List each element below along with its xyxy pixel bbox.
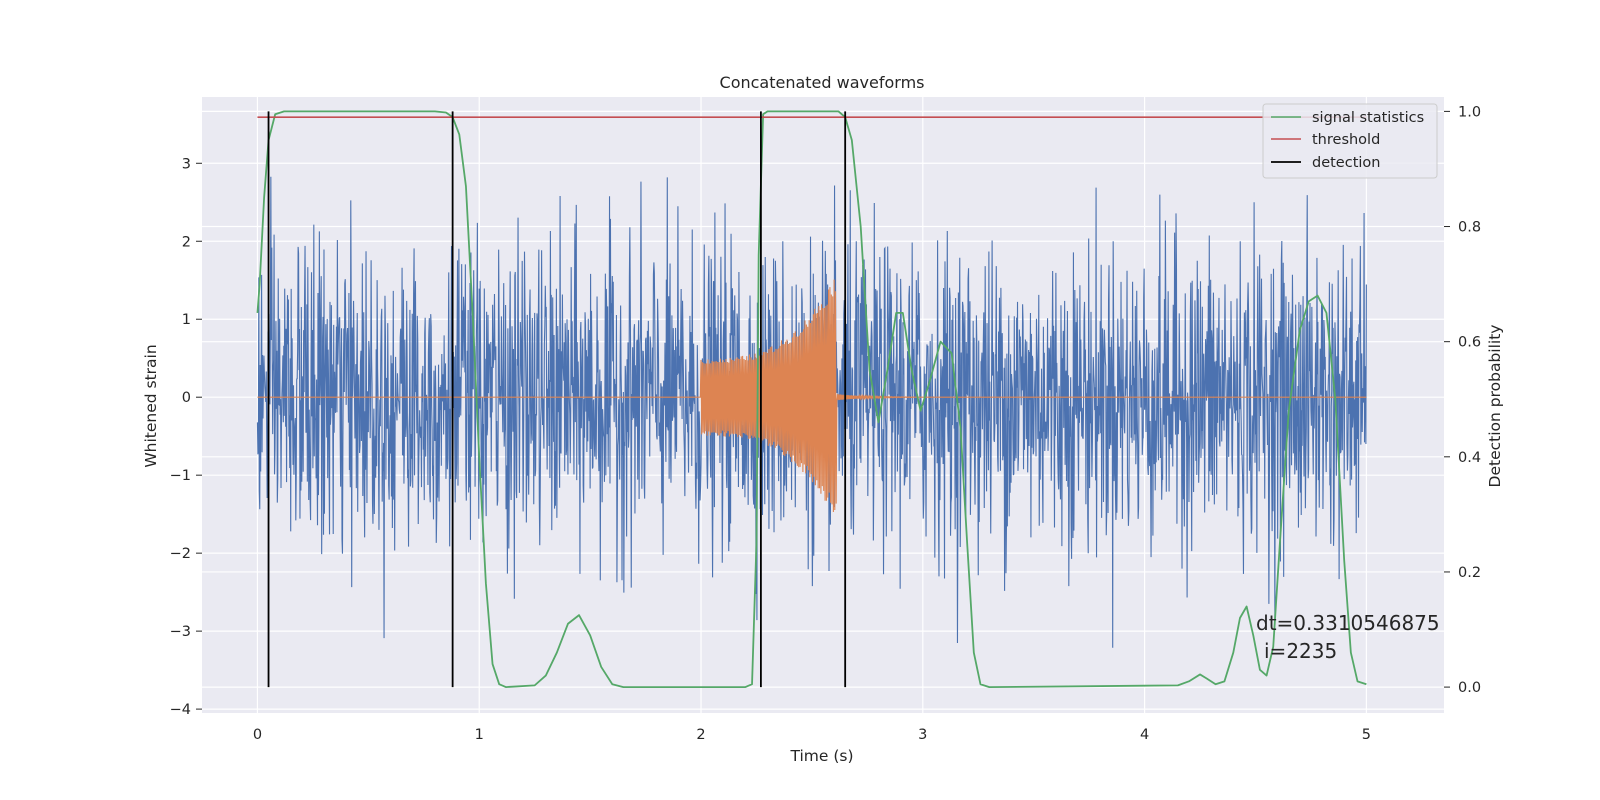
legend-box [1262,103,1438,179]
x-tick-label: 0 [253,727,262,743]
y2-tick-label: 0.4 [1458,450,1481,466]
y2-tick-label: 1.0 [1458,104,1481,120]
legend-label-signal-statistics: signal statistics [1312,110,1424,126]
series-signal-statistics [256,110,1367,688]
x-tick-label: 3 [918,727,927,743]
legend-label-threshold: threshold [1312,132,1380,148]
annotation-dt: dt=0.3310546875 [1256,611,1440,635]
y2-tick-label: 0.8 [1458,220,1481,236]
y-tick-label: −2 [170,546,191,562]
y-tick-label: 3 [182,156,191,172]
legend: signal statistics threshold detection [1262,103,1438,179]
chart-title: Concatenated waveforms [720,73,925,92]
y-axis-label: Whitened strain [142,344,160,467]
legend-label-detection: detection [1312,155,1380,171]
y-tick-label: 2 [182,234,191,250]
data-layer [256,110,1367,688]
x-tick-label: 1 [475,727,484,743]
axes: 0 1 2 3 4 5 −4 −3 −2 −1 0 1 2 3 0.0 0.2 0.4 0.6 0.8 1.0 [170,104,1481,743]
annotation-index: i=2235 [1264,639,1337,663]
y2-tick-label: 0.6 [1458,335,1481,351]
series-noise [256,176,1367,648]
y2-tick-label: 0.2 [1458,565,1481,581]
y-tick-label: −4 [170,702,191,718]
y-tick-label: −1 [170,468,191,484]
y-tick-label: −3 [170,624,191,640]
y-tick-label: 1 [182,312,191,328]
x-tick-label: 5 [1362,727,1371,743]
x-tick-label: 4 [1140,727,1149,743]
series-chirp [257,279,1367,513]
x-tick-label: 2 [696,727,705,743]
y-tick-label: 0 [182,390,191,406]
x-axis-label: Time (s) [789,747,853,765]
y2-axis-label: Detection probability [1486,325,1504,488]
y2-tick-label: 0.0 [1458,680,1481,696]
